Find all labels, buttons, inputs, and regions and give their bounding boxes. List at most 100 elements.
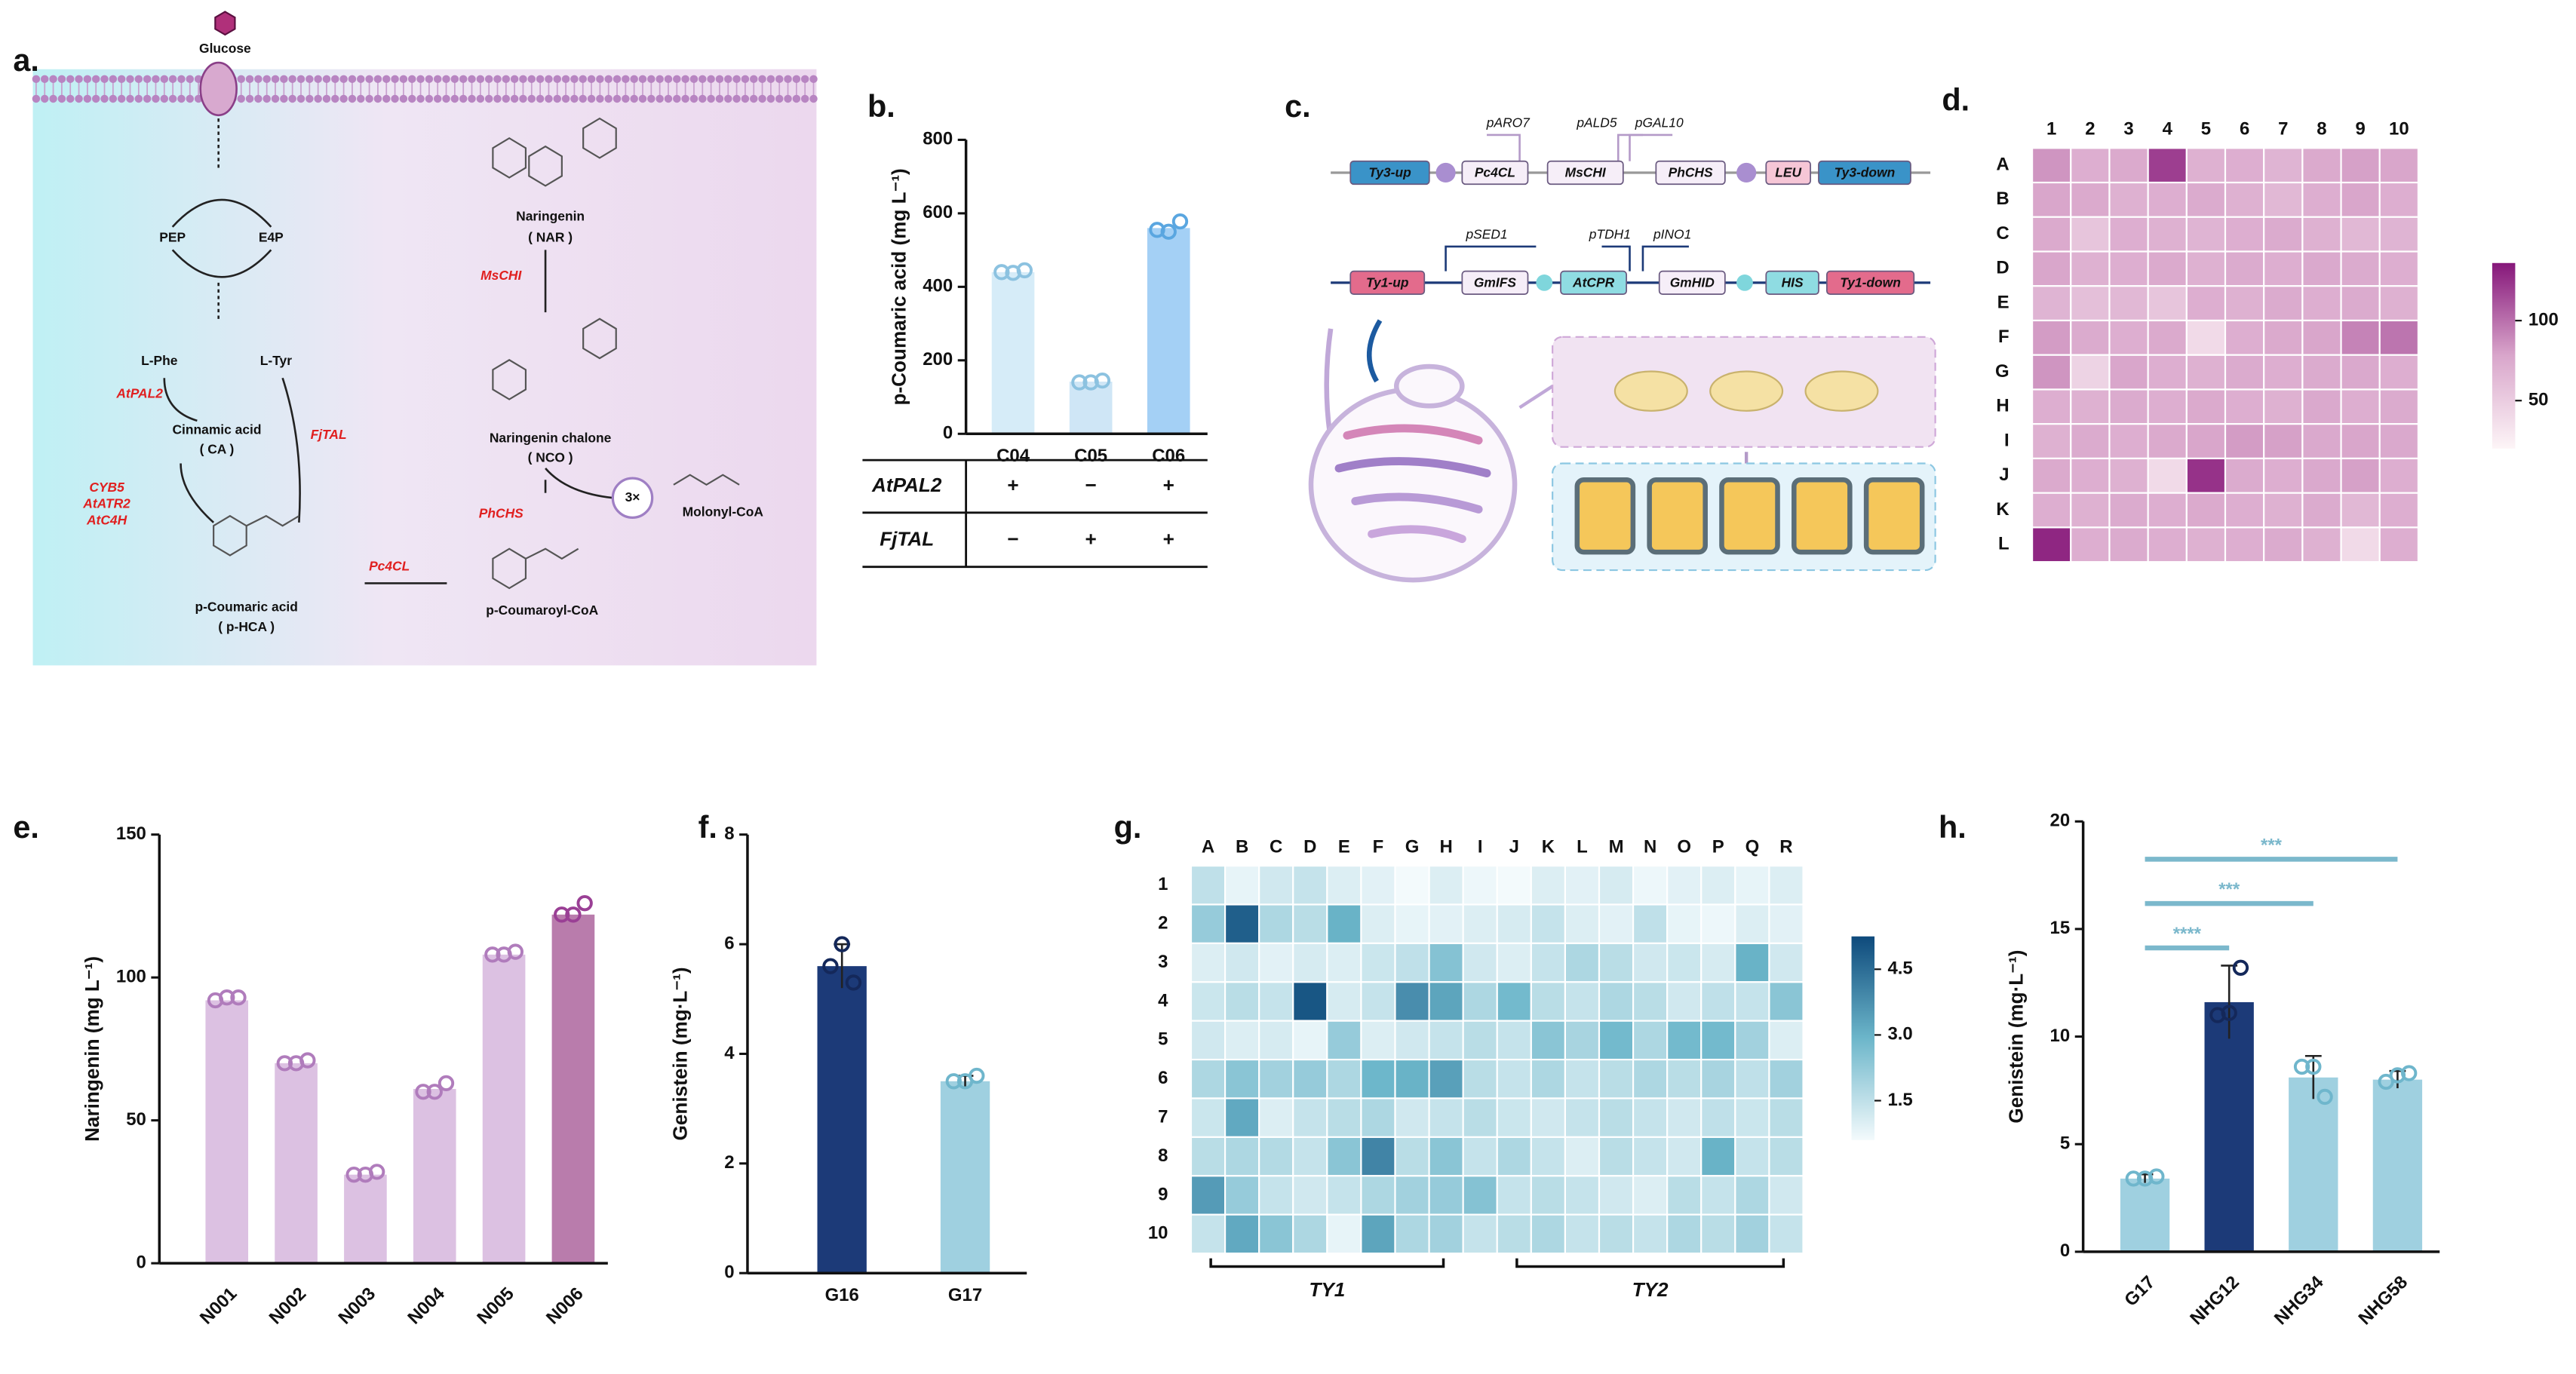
pathway-label: Naringenin bbox=[516, 208, 585, 223]
heatmap-cell bbox=[1224, 1097, 1260, 1138]
glucose-icon bbox=[214, 11, 236, 36]
heatmap-cell bbox=[1666, 1097, 1702, 1138]
membrane-head bbox=[724, 94, 732, 103]
panel-label: f. bbox=[698, 810, 717, 845]
column-label: M bbox=[1609, 836, 1624, 857]
heatmap-cell bbox=[1700, 1058, 1736, 1100]
replicate-point bbox=[969, 1067, 985, 1084]
heatmap-cell bbox=[2301, 457, 2342, 494]
membrane-head bbox=[391, 75, 399, 84]
significance-label: *** bbox=[2261, 835, 2283, 855]
membrane-head bbox=[766, 75, 775, 84]
heatmap-cell bbox=[2224, 250, 2265, 287]
pathway-label: 3× bbox=[625, 489, 640, 505]
heatmap-cell bbox=[1564, 1175, 1601, 1216]
heatmap-cell bbox=[1734, 1213, 1770, 1255]
heatmap-cell bbox=[2185, 147, 2227, 184]
heatmap-cell bbox=[1428, 1213, 1464, 1255]
x-tick-label: NHG34 bbox=[2271, 1271, 2328, 1329]
heatmap-cell bbox=[1632, 1020, 1669, 1061]
row-label: E bbox=[1997, 292, 2010, 312]
colorbar-tick-label: 100 bbox=[2528, 309, 2559, 330]
bar bbox=[940, 1081, 990, 1274]
membrane-head bbox=[382, 75, 391, 84]
heatmap-cell bbox=[1394, 1020, 1430, 1061]
replicate-point bbox=[2378, 1073, 2394, 1090]
bar bbox=[1147, 228, 1190, 434]
gene-label: GmHID bbox=[1670, 275, 1715, 290]
gene-label: Ty3-up bbox=[1368, 165, 1411, 180]
membrane-head bbox=[484, 94, 493, 103]
column-label: K bbox=[1542, 836, 1555, 857]
membrane-head bbox=[758, 94, 766, 103]
heatmap-cell bbox=[1190, 1020, 1227, 1061]
heatmap-cell bbox=[1394, 903, 1430, 944]
heatmap-cell bbox=[1428, 1020, 1464, 1061]
heatmap-cell bbox=[2340, 319, 2381, 356]
heatmap-cell bbox=[1394, 1097, 1430, 1138]
heatmap-cell bbox=[2263, 354, 2304, 391]
y-tick-label: 50 bbox=[126, 1109, 146, 1130]
heatmap-cell bbox=[1564, 1213, 1601, 1255]
heatmap-cell bbox=[1768, 942, 1804, 983]
heatmap-cell bbox=[1190, 903, 1227, 944]
x-tick-label: G17 bbox=[2120, 1272, 2159, 1311]
membrane-head bbox=[357, 94, 365, 103]
pathway-label: L-Phe bbox=[141, 353, 178, 368]
heatmap-cell bbox=[1666, 1175, 1702, 1216]
membrane-head bbox=[245, 75, 254, 84]
gene-label: MsCHI bbox=[1565, 165, 1607, 180]
replicate-point bbox=[993, 264, 1010, 281]
heatmap-cell bbox=[2031, 526, 2072, 563]
membrane-head bbox=[237, 94, 245, 103]
membrane-head bbox=[109, 75, 118, 84]
heatmap-cell bbox=[1462, 1020, 1498, 1061]
heatmap-cell bbox=[2185, 250, 2227, 287]
heatmap-cell bbox=[1632, 903, 1669, 944]
membrane-head bbox=[32, 75, 41, 84]
promoter-label: pINO1 bbox=[1653, 226, 1691, 241]
heatmap-cell bbox=[1360, 1213, 1396, 1255]
membrane-head bbox=[49, 94, 57, 103]
heatmap-cell bbox=[1598, 942, 1635, 983]
membrane-head bbox=[707, 94, 715, 103]
membrane-head bbox=[689, 75, 698, 84]
heatmap-cell bbox=[1564, 864, 1601, 906]
heatmap-cell bbox=[1326, 1097, 1362, 1138]
heatmap-cell bbox=[1428, 864, 1464, 906]
bar bbox=[413, 1088, 456, 1264]
heatmap-cell bbox=[1598, 1097, 1635, 1138]
membrane-head bbox=[339, 94, 348, 103]
heatmap-cell bbox=[2070, 526, 2111, 563]
heatmap-cell bbox=[1734, 942, 1770, 983]
membrane-head bbox=[715, 94, 724, 103]
membrane-head bbox=[647, 94, 656, 103]
replicate-point bbox=[1160, 223, 1177, 240]
heatmap-cell bbox=[1292, 903, 1328, 944]
pathway-label: AtATR2 bbox=[82, 496, 130, 511]
heatmap-cell bbox=[1224, 1175, 1260, 1216]
y-tick-label: 5 bbox=[2060, 1133, 2070, 1154]
heatmap-cell bbox=[2340, 388, 2381, 425]
heatmap-cell bbox=[2340, 216, 2381, 253]
heatmap-cell bbox=[1292, 864, 1328, 906]
panel-label: g. bbox=[1114, 810, 1142, 845]
heatmap-cell bbox=[1190, 1175, 1227, 1216]
y-tick-label: 400 bbox=[923, 276, 953, 296]
heatmap-cell bbox=[1564, 1097, 1601, 1138]
membrane-head bbox=[296, 94, 305, 103]
gene-box bbox=[1461, 160, 1529, 186]
pathway-label: Cinnamic acid bbox=[172, 422, 261, 437]
row-label: D bbox=[1996, 258, 2009, 278]
membrane-head bbox=[134, 75, 143, 84]
heatmap-cell bbox=[1666, 1058, 1702, 1100]
heatmap-cell bbox=[2185, 285, 2227, 322]
row-label: 6 bbox=[1158, 1068, 1168, 1088]
replicate-point bbox=[2221, 1004, 2237, 1021]
group-bracket bbox=[1515, 1258, 1785, 1268]
heatmap-cell bbox=[1496, 1175, 1532, 1216]
heatmap-cell bbox=[2185, 354, 2227, 391]
heatmap-cell bbox=[1496, 1097, 1532, 1138]
membrane-head bbox=[66, 75, 75, 84]
gene-box bbox=[1818, 160, 1911, 186]
